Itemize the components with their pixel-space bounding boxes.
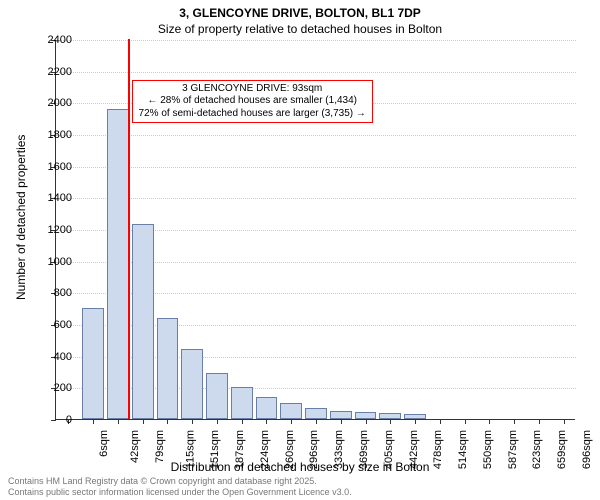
xtick-label: 514sqm [457, 430, 469, 469]
bar [355, 412, 377, 419]
attribution-line2: Contains public sector information licen… [8, 487, 352, 498]
bar [231, 387, 253, 419]
property-marker-line [128, 39, 130, 419]
ytick-label: 1600 [32, 161, 72, 173]
bar [82, 308, 104, 419]
xtick-label: 696sqm [581, 430, 593, 469]
xtick-label: 369sqm [358, 430, 370, 469]
ytick-label: 1000 [32, 256, 72, 268]
ytick-label: 400 [32, 351, 72, 363]
bar [280, 403, 302, 419]
xtick-label: 405sqm [383, 430, 395, 469]
bar [181, 349, 203, 419]
xtick-label: 623sqm [531, 430, 543, 469]
xtick-mark [415, 419, 416, 424]
bar [107, 109, 129, 419]
chart-subtitle: Size of property relative to detached ho… [0, 22, 600, 36]
bar [305, 408, 327, 419]
ytick-label: 2200 [32, 66, 72, 78]
chart-title: 3, GLENCOYNE DRIVE, BOLTON, BL1 7DP [0, 6, 600, 20]
xtick-label: 296sqm [309, 430, 321, 469]
ytick-label: 1400 [32, 192, 72, 204]
bar [206, 373, 228, 419]
xtick-label: 79sqm [154, 430, 166, 463]
xtick-label: 659sqm [556, 430, 568, 469]
xtick-mark [489, 419, 490, 424]
annotation-line2: ← 28% of detached houses are smaller (1,… [139, 95, 366, 108]
xtick-label: 42sqm [129, 430, 141, 463]
chart: 3 GLENCOYNE DRIVE: 93sqm← 28% of detache… [55, 40, 575, 420]
xtick-mark [143, 419, 144, 424]
xtick-mark [167, 419, 168, 424]
xtick-mark [242, 419, 243, 424]
ytick-label: 1200 [32, 224, 72, 236]
xtick-mark [93, 419, 94, 424]
xtick-mark [564, 419, 565, 424]
y-axis-label: Number of detached properties [14, 135, 28, 300]
bar [157, 318, 179, 419]
attribution: Contains HM Land Registry data © Crown c… [8, 476, 352, 498]
annotation-box: 3 GLENCOYNE DRIVE: 93sqm← 28% of detache… [132, 80, 373, 124]
attribution-line1: Contains HM Land Registry data © Crown c… [8, 476, 352, 487]
xtick-mark [217, 419, 218, 424]
xtick-mark [316, 419, 317, 424]
annotation-line1: 3 GLENCOYNE DRIVE: 93sqm [139, 83, 366, 96]
xtick-mark [390, 419, 391, 424]
xtick-label: 187sqm [234, 430, 246, 469]
xtick-mark [291, 419, 292, 424]
xtick-label: 478sqm [432, 430, 444, 469]
xtick-label: 442sqm [408, 430, 420, 469]
ytick-label: 1800 [32, 129, 72, 141]
xtick-label: 6sqm [98, 430, 110, 457]
xtick-label: 550sqm [482, 430, 494, 469]
gridline [56, 40, 576, 41]
xtick-label: 224sqm [259, 430, 271, 469]
ytick-label: 600 [32, 319, 72, 331]
xtick-mark [465, 419, 466, 424]
bar [132, 224, 154, 419]
bar [330, 411, 352, 419]
bar [256, 397, 278, 419]
xtick-label: 151sqm [210, 430, 222, 469]
xtick-mark [514, 419, 515, 424]
plot-area: 3 GLENCOYNE DRIVE: 93sqm← 28% of detache… [55, 40, 575, 420]
ytick-label: 2000 [32, 97, 72, 109]
xtick-label: 587sqm [507, 430, 519, 469]
ytick-label: 800 [32, 287, 72, 299]
ytick-label: 200 [32, 382, 72, 394]
annotation-line3: 72% of semi-detached houses are larger (… [139, 108, 366, 121]
xtick-label: 260sqm [284, 430, 296, 469]
xtick-mark [539, 419, 540, 424]
xtick-mark [192, 419, 193, 424]
xtick-mark [118, 419, 119, 424]
ytick-label: 0 [32, 414, 72, 426]
xtick-label: 333sqm [333, 430, 345, 469]
ytick-label: 2400 [32, 34, 72, 46]
gridline [56, 135, 576, 136]
xtick-mark [366, 419, 367, 424]
xtick-mark [341, 419, 342, 424]
gridline [56, 72, 576, 73]
xtick-label: 115sqm [184, 430, 196, 468]
xtick-mark [266, 419, 267, 424]
gridline [56, 167, 576, 168]
xtick-mark [440, 419, 441, 424]
gridline [56, 198, 576, 199]
